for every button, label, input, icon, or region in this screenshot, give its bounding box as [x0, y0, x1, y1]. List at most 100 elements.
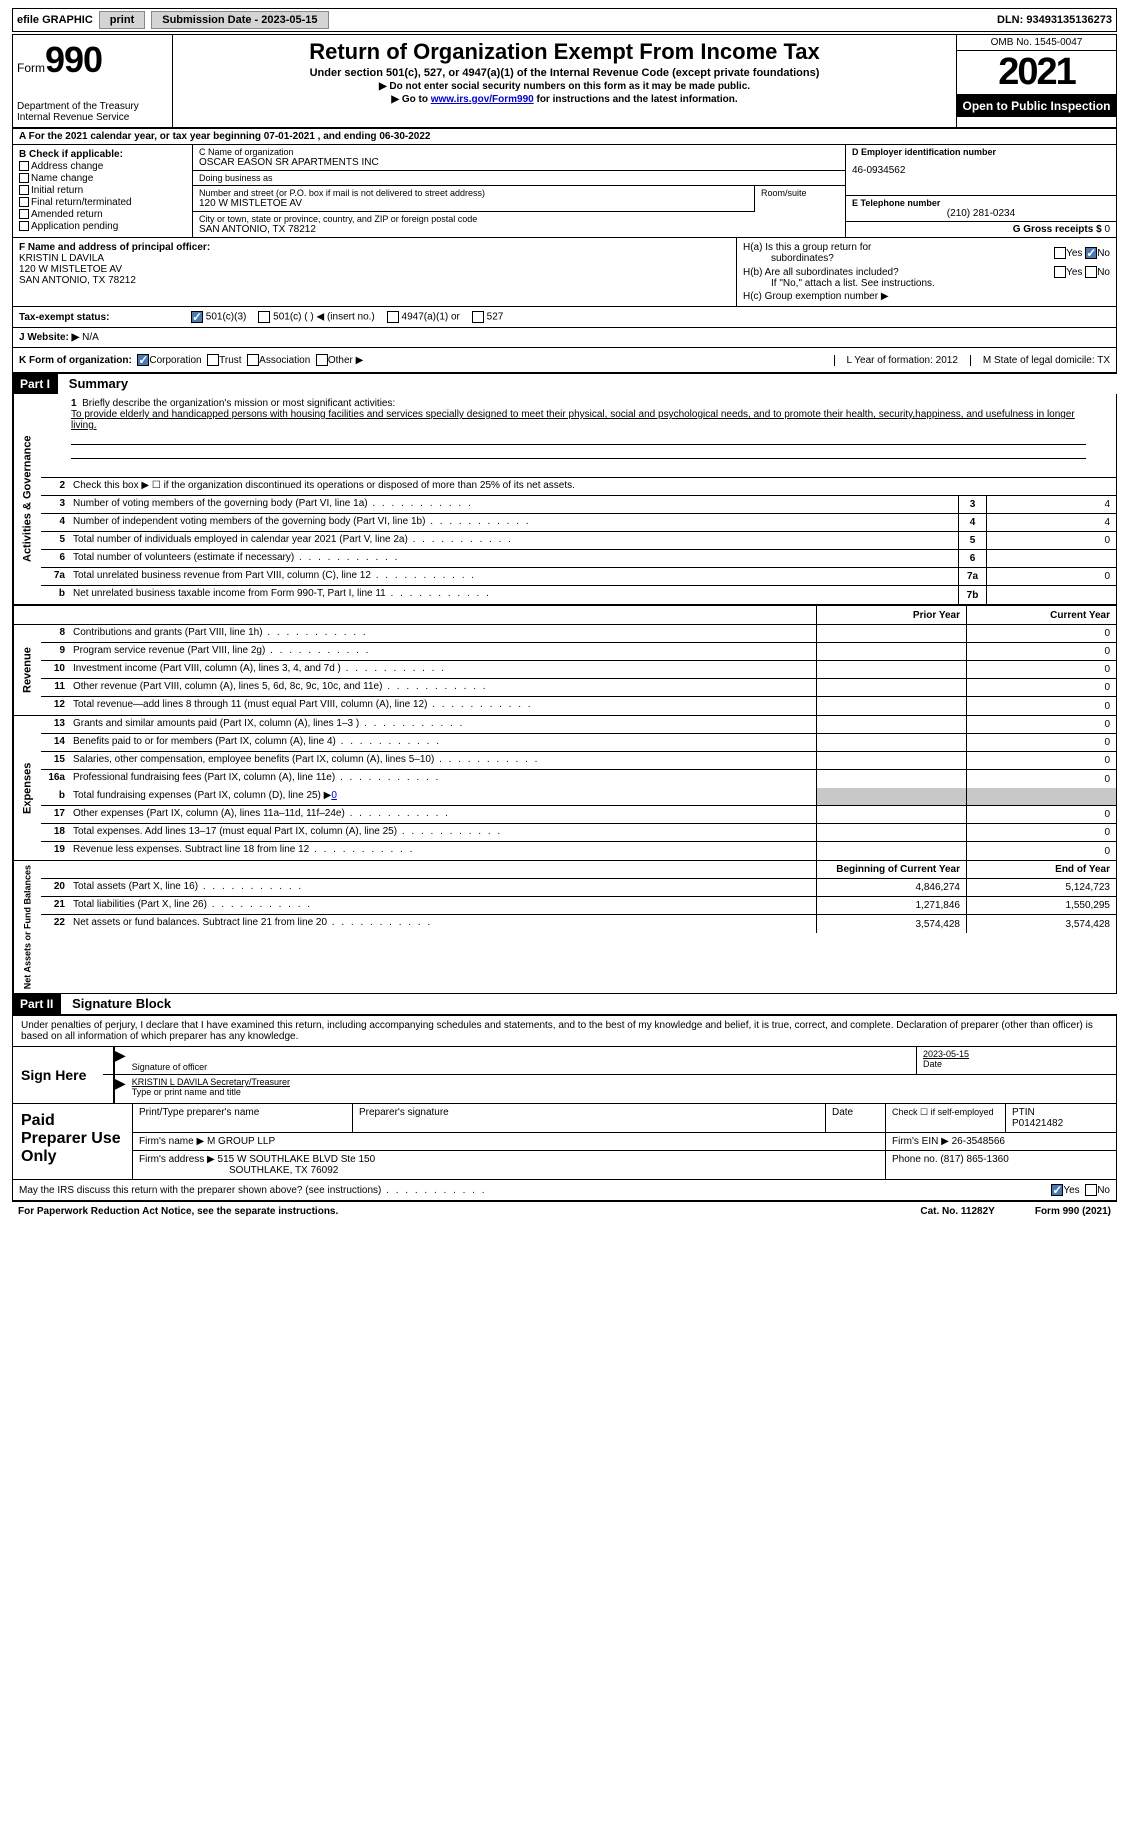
ha-label1: H(a) Is this a group return for — [743, 242, 871, 253]
footer-cat-no: Cat. No. 11282Y — [920, 1206, 994, 1217]
summary-line: 18Total expenses. Add lines 13–17 (must … — [41, 824, 1116, 842]
checkbox-name-change[interactable] — [19, 173, 29, 183]
part2-title: Signature Block — [64, 996, 171, 1011]
checkbox-corporation[interactable] — [137, 354, 149, 366]
addr-value: 120 W MISTLETOE AV — [199, 198, 748, 209]
checkbox-address-change[interactable] — [19, 161, 29, 171]
sign-here-label: Sign Here — [13, 1047, 103, 1103]
submission-date-button[interactable]: Submission Date - 2023-05-15 — [151, 11, 328, 29]
firm-name-value: M GROUP LLP — [207, 1136, 275, 1147]
ha-yes-checkbox[interactable] — [1054, 247, 1066, 259]
tax-status-label: Tax-exempt status: — [19, 312, 179, 323]
col-b-header: B Check if applicable: — [19, 149, 186, 160]
signature-arrow-icon: ▶ — [115, 1047, 126, 1074]
col-f-officer: F Name and address of principal officer:… — [13, 238, 736, 306]
checkbox-other[interactable] — [316, 354, 328, 366]
may-discuss-row: May the IRS discuss this return with the… — [12, 1180, 1117, 1201]
row-a-tax-year: A For the 2021 calendar year, or tax yea… — [12, 129, 1117, 145]
line1-mission: 1 Briefly describe the organization's mi… — [41, 394, 1116, 478]
firm-ein-label: Firm's EIN ▶ — [892, 1136, 949, 1147]
bcy-header: Beginning of Current Year — [816, 861, 966, 878]
summary-line: 22Net assets or fund balances. Subtract … — [41, 915, 1116, 933]
fundraising-total: 0 — [331, 790, 337, 801]
header-left: Form990 Department of the Treasury Inter… — [13, 35, 173, 127]
website-value: N/A — [82, 332, 99, 343]
prep-date-label: Date — [826, 1104, 886, 1132]
part1-badge: Part I — [12, 374, 58, 394]
summary-line: 9Program service revenue (Part VIII, lin… — [41, 643, 1116, 661]
line2: 2 Check this box ▶ ☐ if the organization… — [41, 478, 1116, 496]
checkbox-association[interactable] — [247, 354, 259, 366]
sidebar-activities: Activities & Governance — [13, 394, 41, 604]
may-discuss-text: May the IRS discuss this return with the… — [19, 1185, 1051, 1196]
officer-name-label: Type or print name and title — [132, 1087, 1110, 1097]
part1-expenses-section: Expenses 13Grants and similar amounts pa… — [12, 716, 1117, 861]
name-arrow-icon: ▶ — [115, 1075, 126, 1103]
row-i-tax-status: Tax-exempt status: 501(c)(3) 501(c) ( ) … — [12, 307, 1117, 328]
phone-label: E Telephone number — [852, 198, 1110, 208]
summary-line: 8Contributions and grants (Part VIII, li… — [41, 625, 1116, 643]
dln-label: DLN: 93493135136273 — [997, 14, 1112, 26]
summary-line: 13Grants and similar amounts paid (Part … — [41, 716, 1116, 734]
part1-na-headers: Net Assets or Fund Balances Beginning of… — [12, 861, 1117, 994]
summary-line: 15Salaries, other compensation, employee… — [41, 752, 1116, 770]
room-label: Room/suite — [761, 188, 839, 198]
prep-sig-label: Preparer's signature — [353, 1104, 826, 1132]
tax-year: 2021 — [957, 51, 1116, 95]
gross-receipts-label: G Gross receipts $ — [1013, 224, 1102, 235]
ptin-value: P01421482 — [1012, 1118, 1110, 1129]
summary-line: 4Number of independent voting members of… — [41, 514, 1116, 532]
checkbox-501c3[interactable] — [191, 311, 203, 323]
part1-header-row: Part I Summary — [12, 374, 1117, 394]
self-employed-check: Check ☐ if self-employed — [886, 1104, 1006, 1132]
checkbox-trust[interactable] — [207, 354, 219, 366]
part2-badge: Part II — [12, 994, 61, 1014]
prep-name-label: Print/Type preparer's name — [133, 1104, 353, 1132]
officer-addr2: SAN ANTONIO, TX 78212 — [19, 275, 730, 286]
col-c-org-info: C Name of organization OSCAR EASON SR AP… — [193, 145, 1116, 237]
form-title: Return of Organization Exempt From Incom… — [181, 39, 948, 65]
block-f-h: F Name and address of principal officer:… — [12, 238, 1117, 307]
summary-line: 11Other revenue (Part VIII, column (A), … — [41, 679, 1116, 697]
officer-name: KRISTIN L DAVILA — [19, 253, 730, 264]
irs-link[interactable]: www.irs.gov/Form990 — [431, 94, 534, 105]
part1-ag-section: Activities & Governance 1 Briefly descri… — [12, 394, 1117, 605]
summary-line: 17Other expenses (Part IX, column (A), l… — [41, 806, 1116, 824]
checkbox-527[interactable] — [472, 311, 484, 323]
sidebar-expenses: Expenses — [13, 716, 41, 860]
checkbox-501c[interactable] — [258, 311, 270, 323]
part2-header-row: Part II Signature Block — [12, 994, 1117, 1014]
org-name-label: C Name of organization — [199, 147, 839, 157]
prior-year-header: Prior Year — [816, 606, 966, 624]
sidebar-revenue: Revenue — [13, 625, 41, 715]
website-label: J Website: ▶ — [19, 332, 79, 343]
summary-line: 7aTotal unrelated business revenue from … — [41, 568, 1116, 586]
hb-note: If "No," attach a list. See instructions… — [743, 278, 1110, 289]
checkbox-amended[interactable] — [19, 209, 29, 219]
ha-no-checkbox[interactable] — [1085, 247, 1097, 259]
checkbox-final-return[interactable] — [19, 197, 29, 207]
part1-revenue-section: Revenue 8Contributions and grants (Part … — [12, 625, 1117, 716]
sig-date-value: 2023-05-15 — [923, 1049, 1110, 1059]
checkbox-4947[interactable] — [387, 311, 399, 323]
toolbar: efile GRAPHIC print Submission Date - 20… — [12, 8, 1117, 32]
addr-label: Number and street (or P.O. box if mail i… — [199, 188, 748, 198]
hb-no-checkbox[interactable] — [1085, 266, 1097, 278]
dept-label: Department of the Treasury Internal Reve… — [17, 101, 168, 123]
print-button[interactable]: print — [99, 11, 145, 29]
efile-label: efile GRAPHIC — [17, 14, 93, 26]
summary-line: 21Total liabilities (Part X, line 26)1,2… — [41, 897, 1116, 915]
summary-line: 16aProfessional fundraising fees (Part I… — [41, 770, 1116, 788]
checkbox-app-pending[interactable] — [19, 221, 29, 231]
part1-title: Summary — [61, 376, 128, 391]
checkbox-initial-return[interactable] — [19, 185, 29, 195]
form-note1: ▶ Do not enter social security numbers o… — [181, 81, 948, 92]
footer-paperwork: For Paperwork Reduction Act Notice, see … — [18, 1206, 338, 1217]
discuss-no-checkbox[interactable] — [1085, 1184, 1097, 1196]
summary-line: 10Investment income (Part VIII, column (… — [41, 661, 1116, 679]
row-k-form-org: K Form of organization: Corporation Trus… — [12, 348, 1117, 374]
discuss-yes-checkbox[interactable] — [1051, 1184, 1063, 1196]
hb-yes-checkbox[interactable] — [1054, 266, 1066, 278]
sig-date-label: Date — [923, 1059, 1110, 1069]
col-d-e-g: D Employer identification number 46-0934… — [846, 145, 1116, 237]
